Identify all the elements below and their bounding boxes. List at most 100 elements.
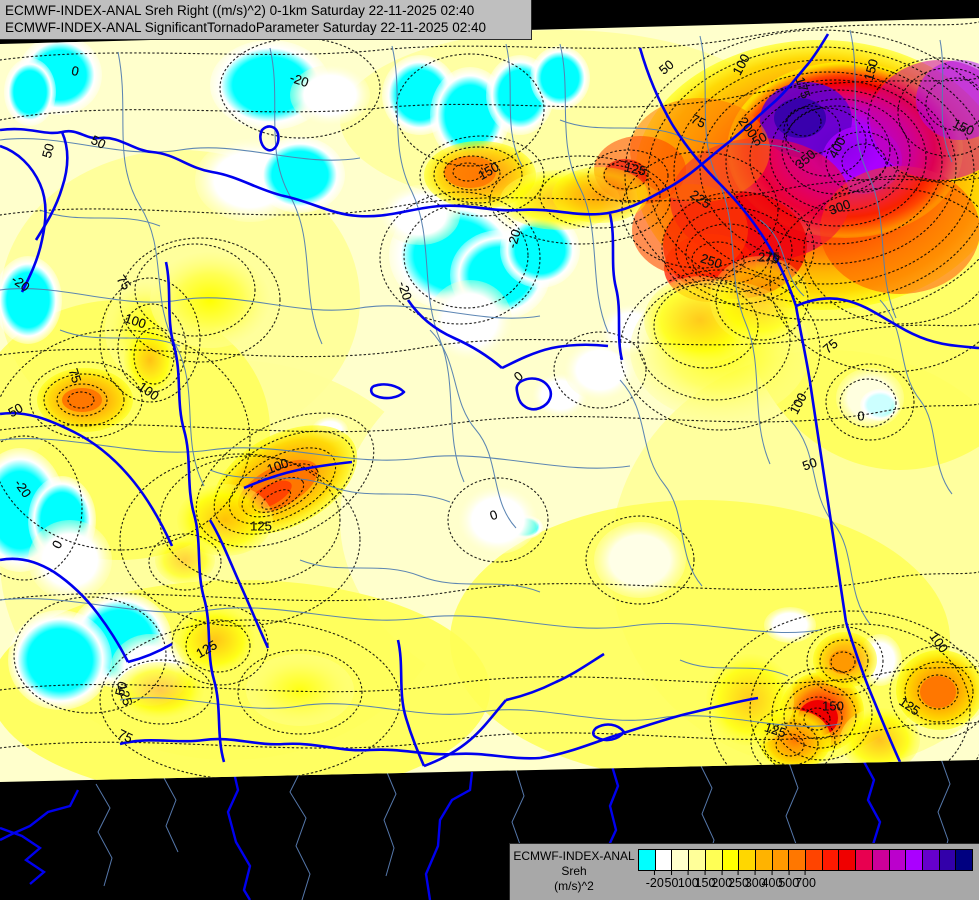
legend-tick-200: 200 (711, 871, 732, 890)
svg-text:275: 275 (758, 249, 780, 264)
legend-swatch-3 (689, 850, 706, 870)
legend-colorbar-area: -20 50 100 150 200 250 300 400 500 700 (638, 844, 979, 897)
svg-text:0: 0 (70, 63, 80, 79)
svg-text:75: 75 (689, 111, 708, 131)
svg-text:-20: -20 (288, 70, 311, 90)
svg-text:50: 50 (5, 400, 25, 420)
svg-text:100: 100 (265, 455, 291, 477)
svg-text:0: 0 (857, 408, 864, 423)
legend-swatch-2 (672, 850, 690, 870)
contour-label: -20-20 (504, 228, 523, 250)
svg-text:-20: -20 (395, 279, 415, 302)
legend-swatch-12 (839, 850, 857, 870)
svg-text:300: 300 (827, 196, 853, 218)
legend-swatch-19 (956, 850, 973, 870)
contour-label: -20-20 (288, 70, 311, 90)
legend-swatch-16 (906, 850, 923, 870)
legend-colorbar[interactable] (638, 849, 973, 871)
svg-text:-20: -20 (288, 70, 311, 90)
legend-tick-250: 250 (728, 871, 749, 890)
svg-text:275: 275 (758, 249, 780, 264)
legend-swatch-10 (806, 850, 823, 870)
legend-swatch-4 (705, 850, 723, 870)
svg-text:75: 75 (66, 366, 85, 384)
legend-swatch-1 (655, 850, 673, 870)
outside-domain-borders (0, 757, 882, 900)
title-panel: ECMWF-INDEX-ANAL Sreh Right ((m/s)^2) 0-… (0, 0, 532, 40)
title-line-1: ECMWF-INDEX-ANAL Sreh Right ((m/s)^2) 0-… (5, 3, 475, 18)
svg-text:125: 125 (115, 682, 136, 707)
svg-text:150: 150 (822, 698, 844, 713)
legend-units: (m/s)^2 (554, 879, 594, 893)
svg-text:175: 175 (793, 75, 814, 100)
svg-text:150: 150 (861, 57, 881, 82)
svg-text:100: 100 (123, 311, 148, 332)
legend-tick-300: 300 (745, 871, 766, 890)
svg-text:50: 50 (5, 400, 25, 420)
svg-text:50: 50 (749, 129, 769, 149)
legend-tick-100: 100 (678, 871, 699, 890)
svg-text:0: 0 (857, 408, 864, 423)
svg-text:50: 50 (112, 680, 130, 698)
svg-text:75: 75 (114, 272, 135, 292)
svg-text:75: 75 (116, 726, 135, 746)
contour-label: 00 (70, 63, 80, 79)
legend-tick-50: 50 (665, 871, 678, 890)
svg-text:250: 250 (699, 251, 724, 272)
svg-text:125: 125 (763, 720, 788, 741)
legend-swatch-17 (922, 850, 940, 870)
legend-swatch-0 (639, 850, 656, 870)
legend-swatch-9 (789, 850, 807, 870)
svg-text:75: 75 (66, 366, 85, 384)
svg-text:150: 150 (822, 698, 844, 713)
contour-label: 00 (488, 507, 500, 524)
svg-text:75: 75 (764, 249, 781, 267)
legend-tick-500: 500 (778, 871, 799, 890)
svg-text:-20: -20 (504, 228, 523, 250)
contour-label: 00 (857, 408, 864, 423)
legend-swatch-11 (822, 850, 840, 870)
contour-lines (0, 21, 979, 782)
svg-text:50: 50 (112, 680, 130, 698)
svg-text:75: 75 (116, 726, 135, 746)
svg-text:175: 175 (793, 75, 814, 100)
svg-text:125: 125 (763, 720, 788, 741)
svg-text:50: 50 (800, 454, 819, 473)
legend-tick-150: 150 (695, 871, 715, 890)
svg-text:0: 0 (488, 507, 500, 524)
country-borders (0, 33, 979, 768)
svg-text:100: 100 (123, 311, 148, 332)
legend-tick-400: 400 (762, 871, 782, 890)
svg-text:50: 50 (89, 132, 108, 152)
svg-text:-20: -20 (504, 228, 523, 250)
legend-swatch-13 (856, 850, 873, 870)
svg-text:125: 125 (623, 159, 647, 178)
svg-text:75: 75 (764, 249, 781, 267)
svg-text:250: 250 (699, 251, 724, 272)
svg-text:75: 75 (689, 111, 708, 131)
legend-field-name: Sreh (561, 864, 587, 878)
legend-panel: ECMWF-INDEX-ANAL Sreh (m/s)^2 -20 50 100 15… (509, 843, 979, 900)
